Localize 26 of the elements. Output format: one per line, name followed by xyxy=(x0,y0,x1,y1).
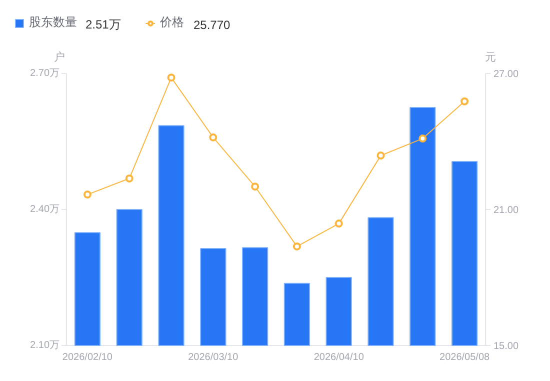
legend-label: 股东数量 xyxy=(29,14,77,31)
point xyxy=(251,182,260,191)
point xyxy=(334,220,343,228)
point xyxy=(418,134,427,143)
point xyxy=(292,242,301,250)
point xyxy=(167,74,176,82)
y-tick-label: 2.10万 xyxy=(30,340,60,351)
y2-tick-label: 27.00 xyxy=(494,69,519,80)
point xyxy=(209,133,218,142)
y2-axis-title: 元 xyxy=(485,52,496,64)
y-axis-title: 户 xyxy=(54,50,65,64)
text: 2.51万 xyxy=(86,18,121,32)
y-tick-label: 2.70万 xyxy=(30,68,60,79)
y2-tick-label: 21.00 xyxy=(494,205,519,216)
point xyxy=(460,97,469,106)
x-tick-label: 2026/04/10 xyxy=(314,352,364,363)
y2-tick-label: 15.00 xyxy=(494,341,519,352)
text: 25.770 xyxy=(194,18,231,32)
x-tick-label: 2026/03/10 xyxy=(188,352,239,363)
x-tick-label: 2026/02/10 xyxy=(62,352,113,363)
x-tick-label: 2026/05/08 xyxy=(440,352,490,363)
y-tick-label: 2.40万 xyxy=(30,204,60,215)
point xyxy=(125,174,134,182)
legend-label: 价格 xyxy=(160,15,184,29)
point xyxy=(83,190,92,199)
point xyxy=(376,152,385,160)
